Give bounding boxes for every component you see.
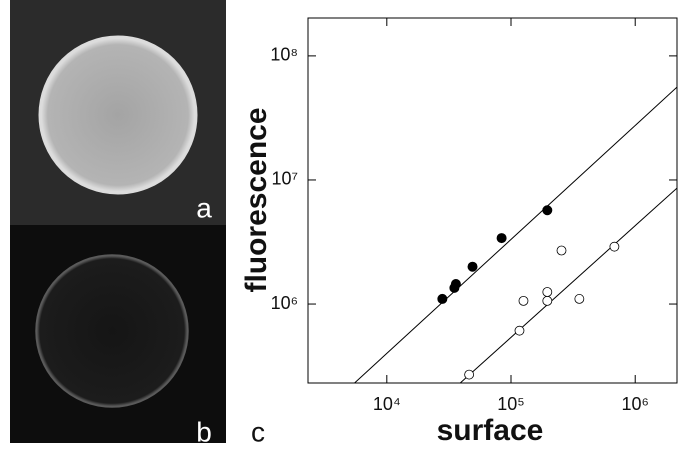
data-point	[496, 233, 507, 244]
panel-label: a	[196, 192, 212, 223]
data-point	[467, 261, 478, 272]
x-tick-label: 10⁴	[373, 394, 401, 414]
y-tick-label: 10⁷	[271, 169, 298, 189]
panel-label: b	[196, 416, 212, 447]
x-tick-label: 10⁶	[621, 394, 648, 414]
data-point	[437, 293, 448, 304]
y-tick-label: 10⁸	[270, 45, 298, 65]
data-point	[514, 325, 525, 336]
y-tick-label: 10⁶	[271, 293, 298, 313]
x-tick-label: 10⁵	[497, 394, 524, 414]
data-point	[464, 369, 475, 380]
data-point	[556, 245, 567, 256]
data-point	[518, 295, 529, 306]
data-point	[574, 294, 585, 304]
data-point	[542, 287, 553, 297]
fit-line	[459, 187, 677, 383]
y-axis-label: fluorescence	[240, 107, 273, 292]
panel-label: c	[251, 416, 265, 447]
data-point	[542, 205, 553, 216]
image-a: a	[10, 0, 226, 225]
x-axis-label: surface	[437, 414, 544, 447]
fit-line	[354, 86, 677, 383]
plot-frame	[307, 17, 678, 384]
data-point	[450, 279, 461, 290]
image-b: b	[10, 225, 226, 447]
data-point	[542, 295, 553, 306]
data-point	[609, 241, 620, 252]
